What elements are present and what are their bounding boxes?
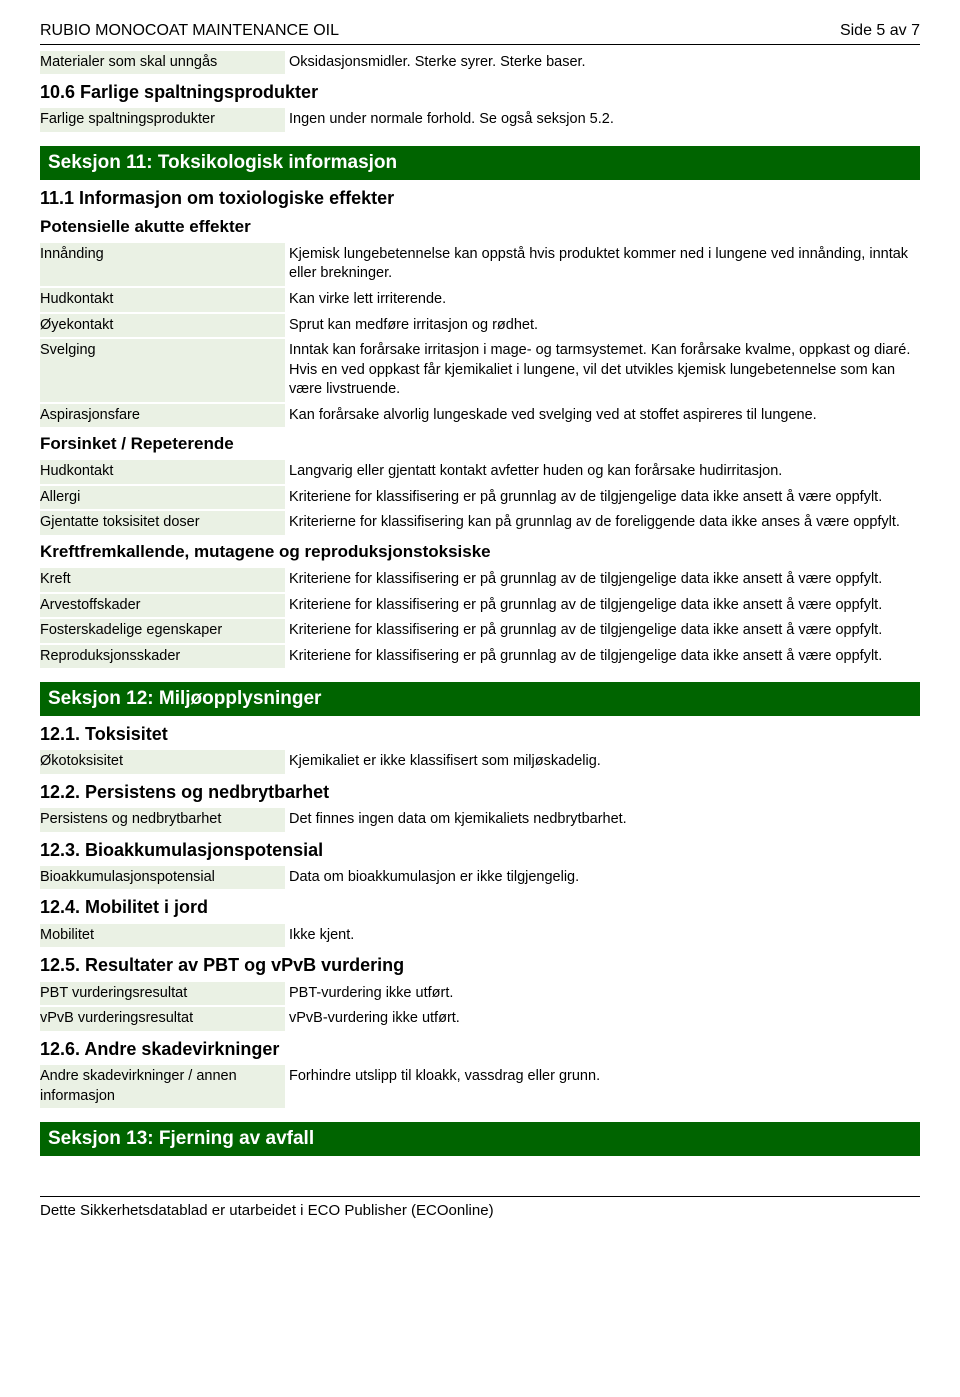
kv-label: Hudkontakt	[40, 288, 285, 312]
kv-row: Aspirasjonsfare Kan forårsake alvorlig l…	[40, 404, 920, 428]
kv-value: Data om bioakkumulasjon er ikke tilgjeng…	[285, 866, 920, 890]
subheading-delayed: Forsinket / Repeterende	[40, 433, 920, 456]
kv-label: Innånding	[40, 243, 285, 286]
kv-value: Kriteriene for klassifisering er på grun…	[285, 619, 920, 643]
kv-label: PBT vurderingsresultat	[40, 982, 285, 1006]
kv-value: Sprut kan medføre irritasjon og rødhet.	[285, 314, 920, 338]
section-bar-13: Seksjon 13: Fjerning av avfall	[40, 1122, 920, 1156]
kv-label: Gjentatte toksisitet doser	[40, 511, 285, 535]
kv-value: PBT-vurdering ikke utført.	[285, 982, 920, 1006]
kv-value: Langvarig eller gjentatt kontakt avfette…	[285, 460, 920, 484]
kv-row: Allergi Kriteriene for klassifisering er…	[40, 486, 920, 510]
kv-row: Hudkontakt Kan virke lett irriterende.	[40, 288, 920, 312]
doc-title: RUBIO MONOCOAT MAINTENANCE OIL	[40, 20, 339, 42]
kv-value: Forhindre utslipp til kloakk, vassdrag e…	[285, 1065, 920, 1108]
kv-label: Farlige spaltningsprodukter	[40, 108, 285, 132]
kv-label: Andre skadevirkninger / annen informasjo…	[40, 1065, 285, 1108]
heading-12-4: 12.4. Mobilitet i jord	[40, 895, 920, 919]
heading-10-6: 10.6 Farlige spaltningsprodukter	[40, 80, 920, 104]
heading-12-6: 12.6. Andre skadevirkninger	[40, 1037, 920, 1061]
page-footer: Dette Sikkerhetsdatablad er utarbeidet i…	[40, 1196, 920, 1221]
kv-label: Hudkontakt	[40, 460, 285, 484]
kv-row: Reproduksjonsskader Kriteriene for klass…	[40, 645, 920, 669]
subheading-acute: Potensielle akutte effekter	[40, 216, 920, 239]
page-number: Side 5 av 7	[840, 20, 920, 42]
kv-label: vPvB vurderingsresultat	[40, 1007, 285, 1031]
section-bar-12: Seksjon 12: Miljøopplysninger	[40, 682, 920, 716]
kv-value: Kriteriene for klassifisering er på grun…	[285, 645, 920, 669]
heading-12-2: 12.2. Persistens og nedbrytbarhet	[40, 780, 920, 804]
kv-value: Ikke kjent.	[285, 924, 920, 948]
kv-row: Øyekontakt Sprut kan medføre irritasjon …	[40, 314, 920, 338]
kv-row: PBT vurderingsresultat PBT-vurdering ikk…	[40, 982, 920, 1006]
kv-value: Kjemikaliet er ikke klassifisert som mil…	[285, 750, 920, 774]
kv-row: Andre skadevirkninger / annen informasjo…	[40, 1065, 920, 1108]
kv-row: Svelging Inntak kan forårsake irritasjon…	[40, 339, 920, 402]
kv-value: Ingen under normale forhold. Se også sek…	[285, 108, 920, 132]
kv-row: Hudkontakt Langvarig eller gjentatt kont…	[40, 460, 920, 484]
kv-row: Farlige spaltningsprodukter Ingen under …	[40, 108, 920, 132]
kv-label: Mobilitet	[40, 924, 285, 948]
kv-row: vPvB vurderingsresultat vPvB-vurdering i…	[40, 1007, 920, 1031]
kv-value: Inntak kan forårsake irritasjon i mage- …	[285, 339, 920, 402]
section-bar-11: Seksjon 11: Toksikologisk informasjon	[40, 146, 920, 180]
kv-row: Persistens og nedbrytbarhet Det finnes i…	[40, 808, 920, 832]
kv-row: Kreft Kriteriene for klassifisering er p…	[40, 568, 920, 592]
kv-label: Økotoksisitet	[40, 750, 285, 774]
heading-12-5: 12.5. Resultater av PBT og vPvB vurderin…	[40, 953, 920, 977]
page-header: RUBIO MONOCOAT MAINTENANCE OIL Side 5 av…	[40, 20, 920, 45]
kv-label: Aspirasjonsfare	[40, 404, 285, 428]
kv-label: Materialer som skal unngås	[40, 51, 285, 75]
kv-row: Bioakkumulasjonspotensial Data om bioakk…	[40, 866, 920, 890]
kv-row: Gjentatte toksisitet doser Kriterierne f…	[40, 511, 920, 535]
kv-value: Kan virke lett irriterende.	[285, 288, 920, 312]
kv-value: vPvB-vurdering ikke utført.	[285, 1007, 920, 1031]
kv-row: Mobilitet Ikke kjent.	[40, 924, 920, 948]
subheading-cmr: Kreftfremkallende, mutagene og reproduks…	[40, 541, 920, 564]
kv-value: Kriteriene for klassifisering er på grun…	[285, 486, 920, 510]
kv-value: Kriteriene for klassifisering er på grun…	[285, 594, 920, 618]
kv-label: Reproduksjonsskader	[40, 645, 285, 669]
kv-label: Allergi	[40, 486, 285, 510]
kv-row: Materialer som skal unngås Oksidasjonsmi…	[40, 51, 920, 75]
kv-value: Det finnes ingen data om kjemikaliets ne…	[285, 808, 920, 832]
heading-12-1: 12.1. Toksisitet	[40, 722, 920, 746]
heading-11-1: 11.1 Informasjon om toxiologiske effekte…	[40, 186, 920, 210]
kv-label: Svelging	[40, 339, 285, 402]
kv-value: Kan forårsake alvorlig lungeskade ved sv…	[285, 404, 920, 428]
kv-label: Fosterskadelige egenskaper	[40, 619, 285, 643]
kv-row: Arvestoffskader Kriteriene for klassifis…	[40, 594, 920, 618]
kv-row: Fosterskadelige egenskaper Kriteriene fo…	[40, 619, 920, 643]
kv-value: Kriterierne for klassifisering kan på gr…	[285, 511, 920, 535]
kv-label: Bioakkumulasjonspotensial	[40, 866, 285, 890]
kv-value: Oksidasjonsmidler. Sterke syrer. Sterke …	[285, 51, 920, 75]
kv-value: Kjemisk lungebetennelse kan oppstå hvis …	[285, 243, 920, 286]
kv-row: Økotoksisitet Kjemikaliet er ikke klassi…	[40, 750, 920, 774]
kv-label: Kreft	[40, 568, 285, 592]
kv-row: Innånding Kjemisk lungebetennelse kan op…	[40, 243, 920, 286]
kv-label: Arvestoffskader	[40, 594, 285, 618]
kv-value: Kriteriene for klassifisering er på grun…	[285, 568, 920, 592]
kv-label: Persistens og nedbrytbarhet	[40, 808, 285, 832]
kv-label: Øyekontakt	[40, 314, 285, 338]
heading-12-3: 12.3. Bioakkumulasjonspotensial	[40, 838, 920, 862]
